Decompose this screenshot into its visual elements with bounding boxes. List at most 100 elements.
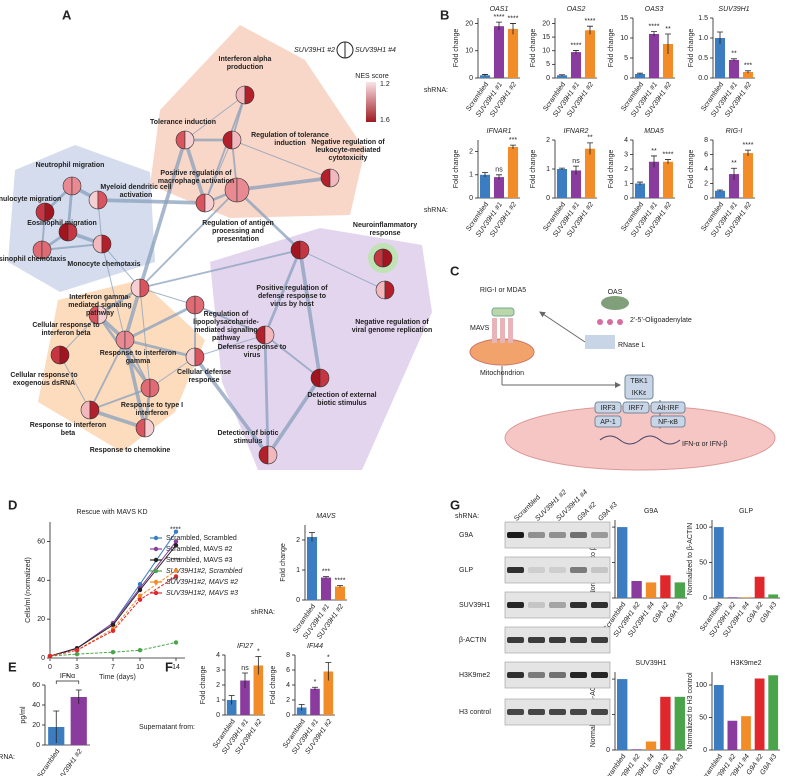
network-edge — [139, 249, 301, 289]
network-edge — [264, 334, 321, 379]
significance: ns — [241, 665, 249, 672]
significance: ** — [587, 135, 593, 142]
significance: **** — [649, 23, 660, 30]
y-axis-label: Fold change — [453, 150, 460, 189]
bar — [617, 679, 628, 750]
error-bar — [510, 144, 516, 149]
panel-label: G — [450, 497, 460, 512]
pathway-label: TBK1 — [630, 378, 648, 385]
node-label: Monocyte chemotaxis — [67, 261, 141, 268]
series-marker — [137, 648, 143, 653]
node-half — [58, 222, 69, 242]
chart-title: OAS2 — [567, 6, 586, 13]
altirf-box — [650, 401, 686, 414]
significance: ** — [731, 160, 737, 167]
node-half — [235, 85, 246, 105]
blot-band — [528, 567, 545, 573]
legend-marker — [153, 568, 159, 574]
bar — [507, 146, 519, 198]
mavs-icon — [508, 318, 513, 343]
bar — [674, 582, 685, 598]
node-label: Positive regulation of defense response … — [256, 285, 328, 308]
network-edge — [89, 387, 151, 411]
bar — [631, 580, 642, 598]
y-tick-label: 0 — [624, 75, 628, 82]
x-tick-label: 7 — [111, 664, 115, 671]
error-bar — [242, 672, 248, 688]
legend-gradient — [366, 82, 376, 122]
node-half — [384, 280, 395, 300]
y-tick-label: 6 — [286, 667, 290, 674]
error-bar — [587, 25, 593, 35]
irf7-box — [622, 401, 650, 414]
bar — [660, 696, 671, 750]
panel-label: B — [440, 7, 449, 22]
x-tick-label: 14 — [172, 664, 180, 671]
annotation: *** — [170, 577, 178, 584]
y-axis-label: Normalized to H3 control — [687, 672, 694, 749]
blot-band — [549, 637, 566, 643]
node-label: Interferon alpha production — [218, 56, 272, 71]
blot-row-label: G9A — [459, 532, 473, 539]
node-label: Negative regulation of viral genome repl… — [351, 319, 433, 334]
series-marker — [74, 648, 80, 653]
y-tick-label: 0 — [469, 75, 473, 82]
series-marker — [137, 593, 143, 599]
significance: **** — [335, 577, 346, 584]
y-tick-label: 1 — [296, 567, 300, 574]
node-label: Regulation of antigen processing and pre… — [202, 220, 274, 243]
node-half — [50, 345, 61, 365]
network-edge — [96, 314, 152, 389]
y-axis-label: Cells/ml (normalized) — [25, 557, 32, 623]
error-bar — [731, 58, 737, 62]
y-tick-label: 2 — [469, 148, 473, 155]
error-bar — [717, 189, 723, 192]
node-half — [194, 295, 205, 315]
error-bar — [745, 149, 751, 156]
significance: **** — [585, 18, 596, 25]
chart-title: OAS1 — [490, 6, 509, 13]
legend-label: Scrambled, MAVS #2 — [166, 546, 233, 553]
bar — [634, 183, 646, 198]
pathway-label: IRF3 — [600, 405, 615, 412]
bar — [617, 527, 628, 598]
node-label: Neuroinflammatory response — [352, 222, 418, 237]
legend-top: 1.2 — [380, 81, 390, 88]
legend-label: SUV39H1#2, Scrambled — [166, 568, 243, 575]
x-tick-label: 10 — [136, 664, 144, 671]
significance: * — [257, 648, 260, 655]
chart-title: OAS3 — [645, 6, 664, 13]
oligo-icon — [607, 319, 613, 325]
blot-band — [528, 532, 545, 538]
network-nodes — [32, 85, 395, 465]
y-tick-label: 15 — [542, 34, 550, 41]
y-tick-label: 2 — [296, 537, 300, 544]
network-edge — [123, 339, 147, 429]
blot-band — [591, 637, 608, 643]
y-axis-label: pg/ml — [20, 706, 27, 724]
y-axis-label: Fold change — [608, 29, 615, 68]
bar — [334, 586, 346, 600]
significance: * — [314, 679, 317, 686]
blot-band — [549, 672, 566, 678]
tbk1-box — [624, 374, 654, 400]
node-half — [44, 202, 55, 222]
blot-band — [570, 637, 587, 643]
bar — [768, 594, 779, 598]
y-tick-label: 20 — [32, 722, 40, 729]
bar — [296, 707, 307, 715]
bar — [570, 52, 582, 78]
error-bar — [587, 142, 593, 155]
blot-row-label: β-ACTIN — [459, 637, 486, 644]
network-edge — [101, 243, 126, 341]
y-tick-label: 0 — [606, 747, 610, 754]
node-half — [97, 305, 108, 325]
series-marker — [110, 649, 116, 655]
blot-band — [507, 602, 524, 608]
bar — [728, 60, 740, 78]
network-edge — [97, 198, 206, 205]
network-edge — [138, 139, 187, 289]
rnase-icon — [585, 335, 615, 349]
node-label: Positive regulation of macrophage activa… — [157, 170, 235, 185]
receptor-icon — [491, 307, 515, 317]
